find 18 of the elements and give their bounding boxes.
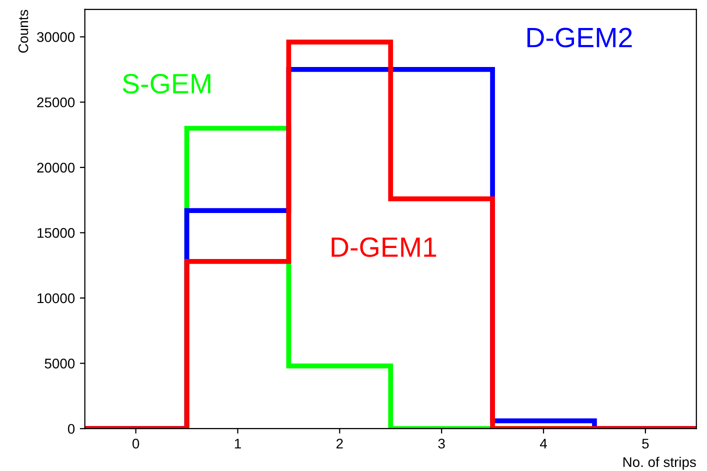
y-tick-label: 10000 bbox=[38, 293, 75, 304]
x-tick-label: 3 bbox=[438, 438, 445, 449]
x-tick-label: 1 bbox=[234, 438, 241, 448]
y-tick-label: 5000 bbox=[44, 358, 75, 368]
x-tick-label: 0 bbox=[132, 438, 140, 449]
y-tick-label: 25000 bbox=[37, 97, 75, 108]
x-axis-title: No. of strips bbox=[623, 456, 696, 470]
y-axis-title: Counts bbox=[18, 10, 28, 53]
y-tick-label: 0 bbox=[68, 424, 75, 434]
x-tick-label: 4 bbox=[540, 438, 547, 448]
series-label: D-GEM2 bbox=[527, 28, 632, 48]
y-tick-label: 20000 bbox=[37, 162, 75, 173]
y-tick-label: 15000 bbox=[38, 228, 75, 238]
y-tick-label: 30000 bbox=[37, 32, 75, 42]
series-label: D-GEM1 bbox=[332, 237, 436, 258]
x-tick-label: 5 bbox=[642, 438, 649, 449]
x-tick-label: 2 bbox=[336, 438, 343, 448]
series-label: S-GEM bbox=[122, 74, 210, 94]
